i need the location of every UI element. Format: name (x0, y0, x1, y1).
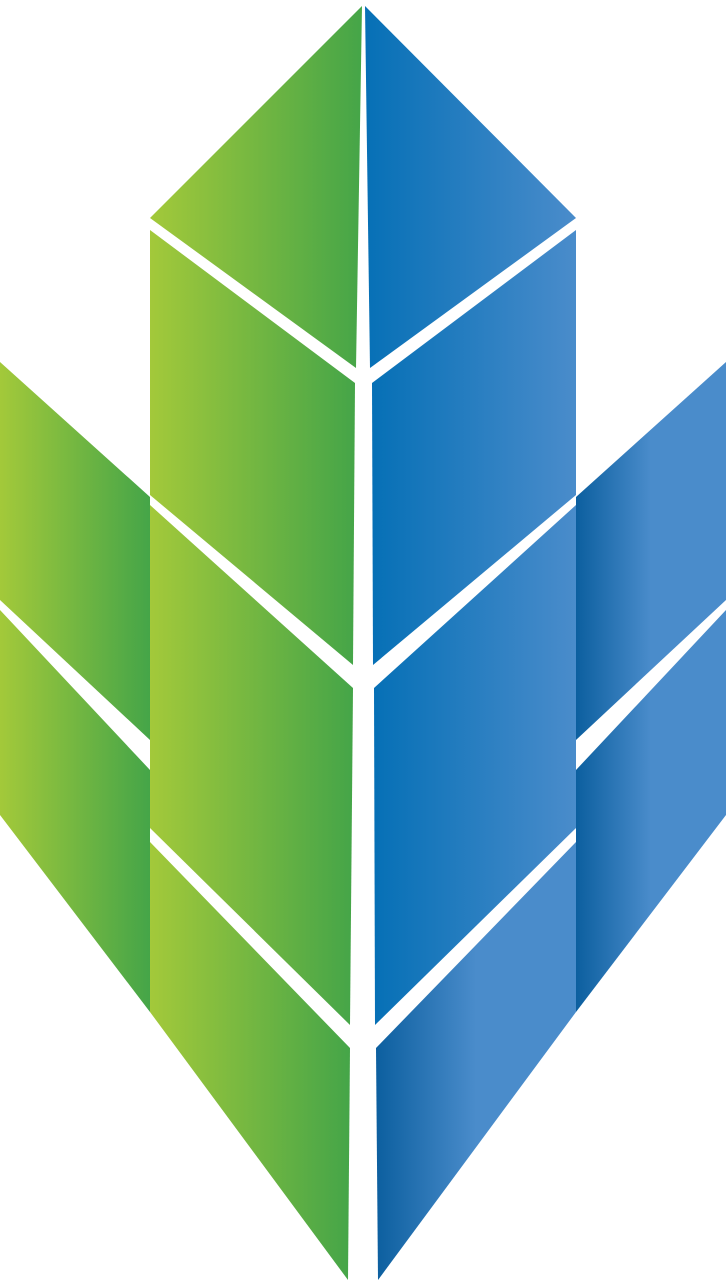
green-wing-upper (0, 362, 150, 740)
green-top-facet (150, 6, 362, 368)
blue-bottom-facet (376, 842, 576, 1280)
blue-middle-facet (374, 505, 576, 1025)
green-bottom-facet (150, 842, 350, 1280)
green-wing-lower (0, 610, 150, 1012)
blue-wing-lower (576, 610, 726, 1012)
blue-top-facet (365, 6, 576, 368)
green-middle-facet (150, 505, 353, 1025)
green-upper-facet (150, 230, 355, 665)
blue-wing-upper (576, 362, 726, 740)
blue-upper-facet (372, 230, 576, 665)
